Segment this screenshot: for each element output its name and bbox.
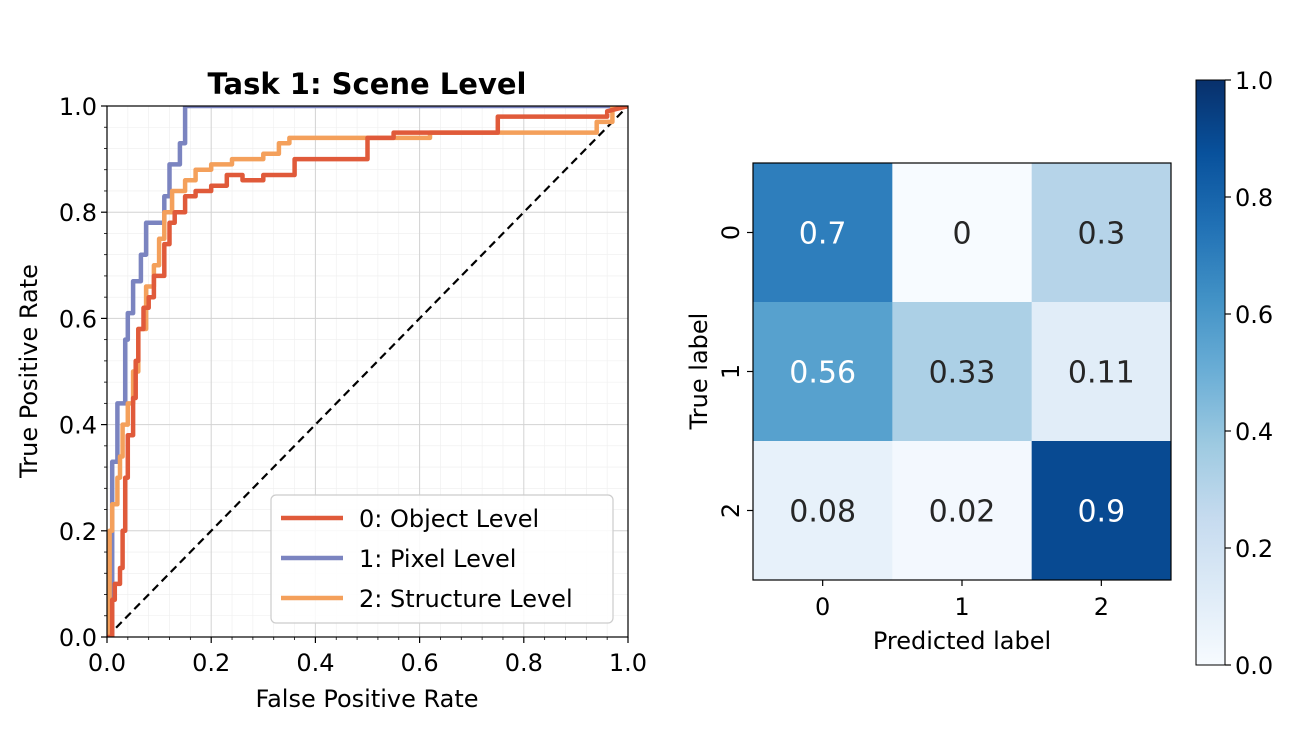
roc-series-line <box>107 106 628 637</box>
cm-x-tick-label: 1 <box>954 593 969 621</box>
cm-cell-label: 0.9 <box>1077 495 1125 530</box>
cm-cell-label: 0.3 <box>1077 217 1125 252</box>
cm-ylabel: True label <box>685 313 713 431</box>
cm-cell-label: 0 <box>952 217 971 252</box>
confusion-matrix: 0.7 0 0.3 0.56 0.33 0.11 0.08 0.02 0.9 0 1 2 0 1 2 P… <box>685 162 1172 655</box>
roc-series-line <box>107 106 628 637</box>
roc-y-tick-label: 0.0 <box>59 624 97 652</box>
cm-cell-label: 0.33 <box>929 356 996 391</box>
cm-cell <box>1031 441 1172 581</box>
roc-y-tick-label: 1.0 <box>59 93 97 121</box>
cm-y-ticks: 0 1 2 <box>717 225 753 518</box>
roc-chance-line <box>107 106 628 637</box>
cm-cell <box>892 163 1033 303</box>
colorbar-tick-label: 0.0 <box>1235 652 1273 680</box>
colorbar-tick-label: 0.8 <box>1235 184 1273 212</box>
cm-cell-label: 0.11 <box>1068 356 1135 391</box>
cm-x-tick-label: 0 <box>815 593 830 621</box>
colorbar-tick-label: 0.2 <box>1235 535 1273 563</box>
cm-cell <box>1031 302 1172 442</box>
roc-x-tick-label: 0.8 <box>505 649 543 677</box>
roc-frame <box>106 105 629 638</box>
legend-label-structure-level: 2: Structure Level <box>359 585 573 613</box>
roc-x-tick-label: 0.4 <box>296 649 334 677</box>
roc-ylabel: True Positive Rate <box>15 264 43 479</box>
roc-title: Task 1: Scene Level <box>208 67 527 101</box>
roc-legend: 0: Object Level 1: Pixel Level 2: Struct… <box>270 494 614 624</box>
colorbar-tick-label: 0.4 <box>1235 418 1273 446</box>
colorbar: 0.0 0.2 0.4 0.6 0.8 1.0 <box>1195 67 1273 680</box>
cm-cell <box>892 302 1033 442</box>
roc-y-tick-label: 0.6 <box>59 305 97 333</box>
colorbar-ticks: 0.0 0.2 0.4 0.6 0.8 1.0 <box>1225 67 1273 680</box>
cm-cell-label: 0.02 <box>929 495 996 530</box>
roc-series-line <box>107 106 628 637</box>
roc-lines <box>107 106 628 637</box>
cm-cell-label: 0.08 <box>789 495 856 530</box>
cm-cell <box>753 441 893 581</box>
cm-cell <box>753 302 893 442</box>
cm-cell <box>1031 163 1172 303</box>
cm-x-ticks: 0 1 2 <box>815 580 1109 621</box>
colorbar-tick-label: 1.0 <box>1235 67 1273 95</box>
cm-y-tick-label: 2 <box>717 503 745 518</box>
colorbar-gradient <box>1196 80 1225 665</box>
colorbar-tick-label: 0.6 <box>1235 301 1273 329</box>
colorbar-frame <box>1195 79 1226 666</box>
cm-xlabel: Predicted label <box>873 627 1051 655</box>
legend-label-pixel-level: 1: Pixel Level <box>359 545 516 573</box>
cm-cells: 0.7 0 0.3 0.56 0.33 0.11 0.08 0.02 0.9 <box>753 163 1172 581</box>
roc-x-tick-label: 1.0 <box>609 649 647 677</box>
roc-y-tick-label: 0.2 <box>59 518 97 546</box>
cm-cell <box>892 441 1033 581</box>
roc-xlabel: False Positive Rate <box>255 685 478 713</box>
legend-frame <box>270 494 614 624</box>
roc-y-ticks: 0.0 0.2 0.4 0.6 0.8 1.0 <box>59 93 107 652</box>
roc-y-tick-label: 0.8 <box>59 199 97 227</box>
cm-y-tick-label: 0 <box>717 225 745 240</box>
cm-cell-label: 0.7 <box>799 217 847 252</box>
roc-y-tick-label: 0.4 <box>59 412 97 440</box>
cm-x-tick-label: 2 <box>1094 593 1109 621</box>
roc-x-ticks: 0.0 0.2 0.4 0.6 0.8 1.0 <box>88 637 647 677</box>
cm-cell-label: 0.56 <box>789 356 856 391</box>
cm-y-tick-label: 1 <box>717 364 745 379</box>
roc-x-tick-label: 0.0 <box>88 649 126 677</box>
roc-x-tick-label: 0.6 <box>401 649 439 677</box>
cm-cell <box>753 163 893 303</box>
roc-x-tick-label: 0.2 <box>192 649 230 677</box>
roc-chart: Task 1: Scene Level 0.0 0.2 0.4 0.6 0.8 1.0 0… <box>15 67 647 713</box>
legend-label-object-level: 0: Object Level <box>359 505 539 533</box>
